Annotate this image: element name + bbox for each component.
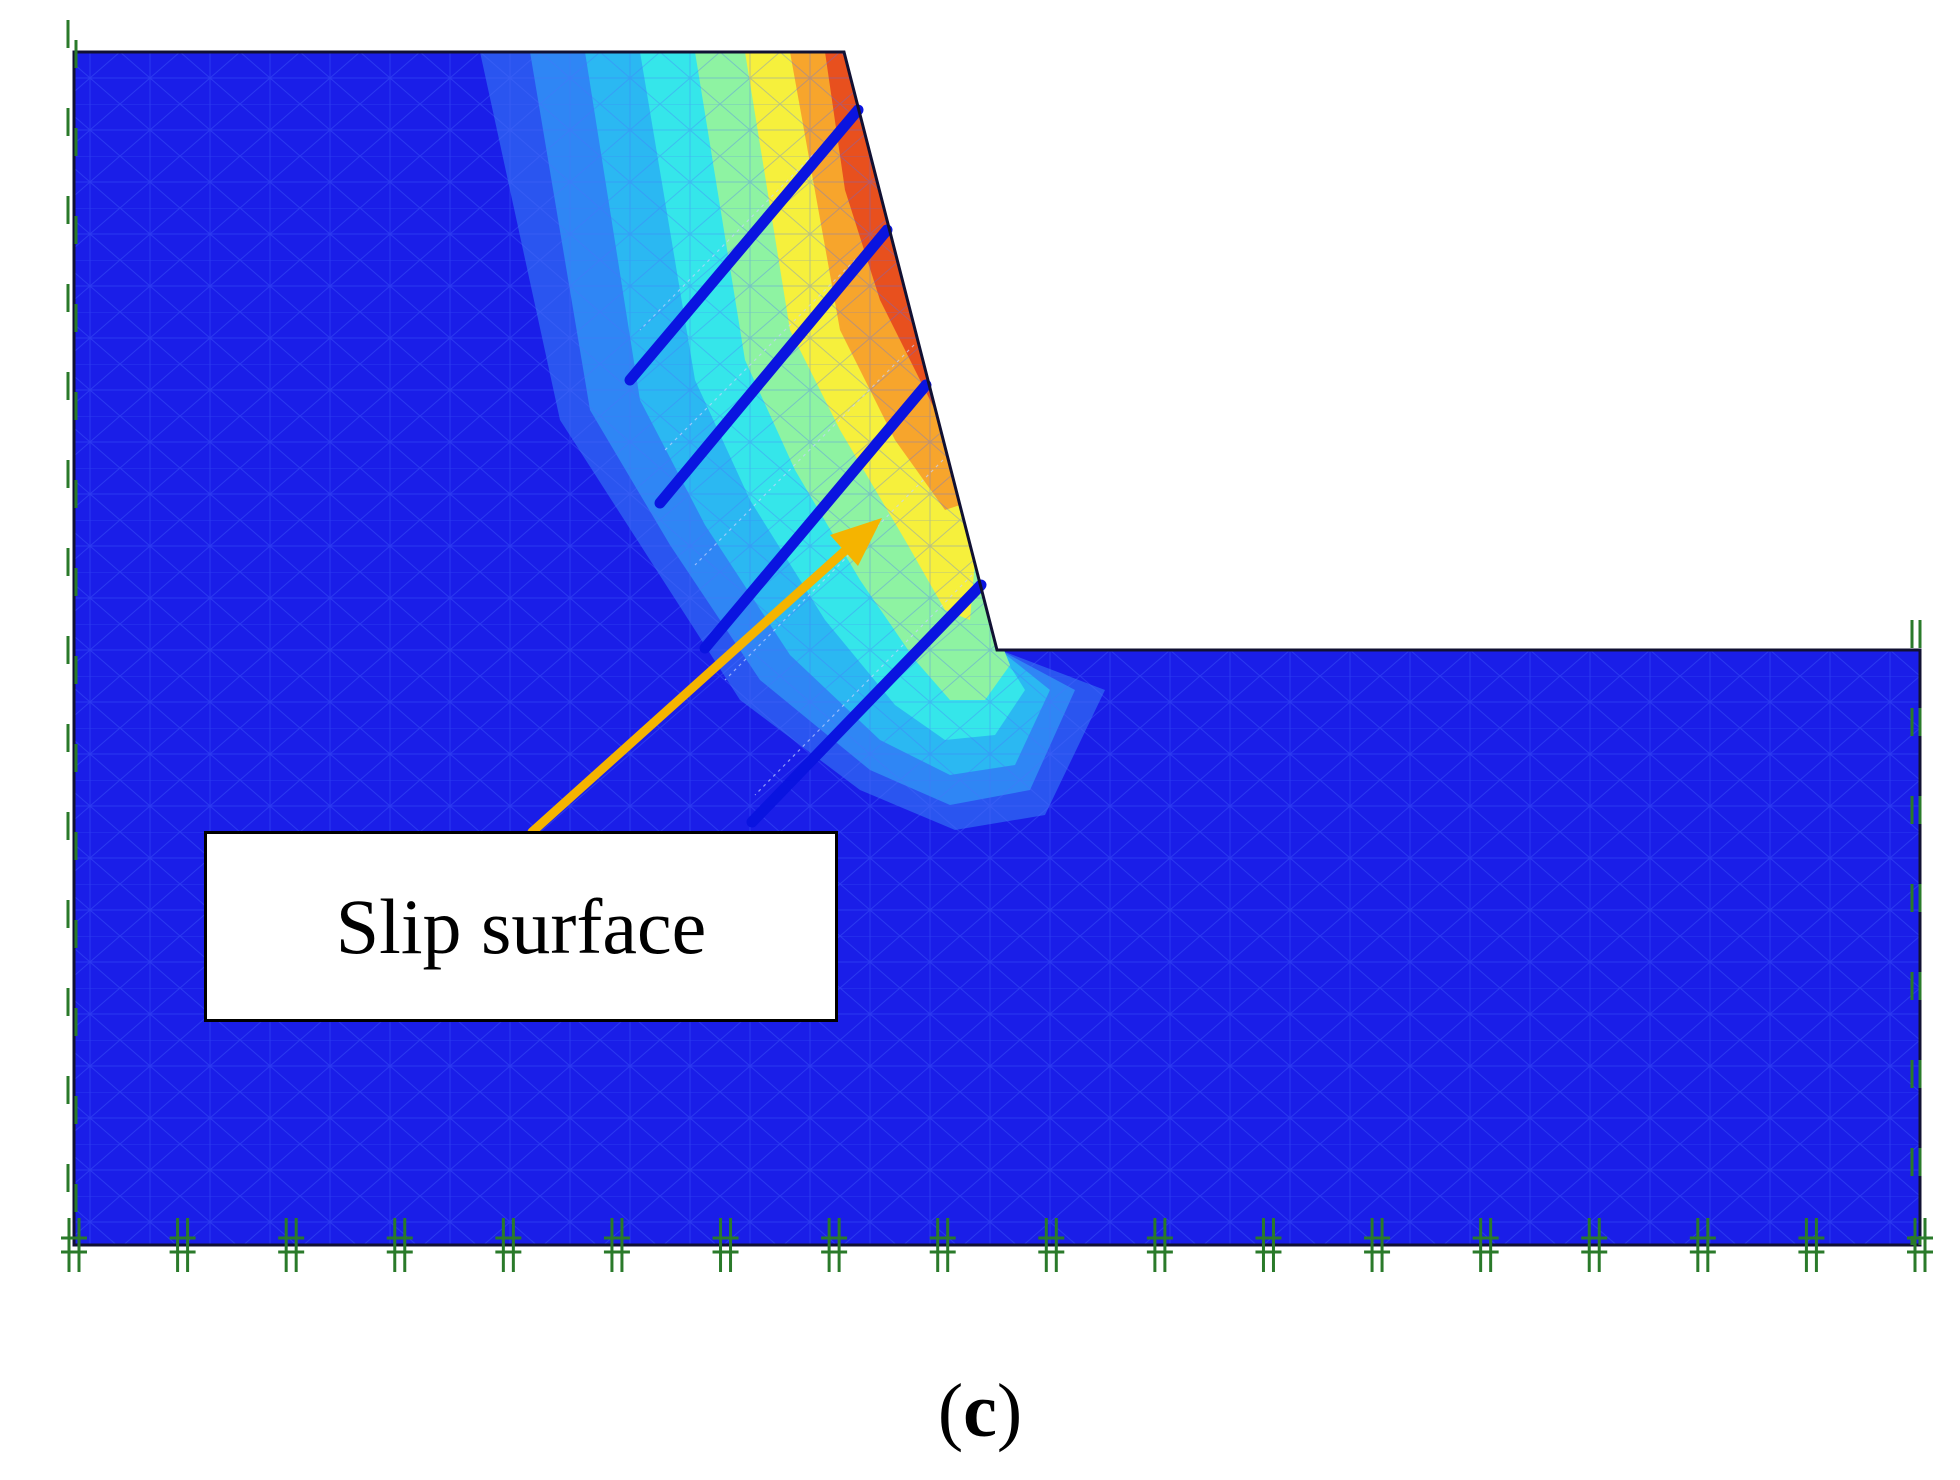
fixity-marker: [929, 1218, 956, 1272]
fixity-marker: [386, 1218, 413, 1272]
bottom-fixity-markers: [61, 1218, 1933, 1272]
slip-surface-arrow: [527, 518, 882, 837]
slip-surface-label: Slip surface: [335, 882, 707, 970]
fixity-marker: [169, 1218, 196, 1272]
fixity-marker: [1798, 1218, 1825, 1272]
fixity-marker: [1364, 1218, 1391, 1272]
soil-nail-2: [654, 224, 893, 509]
fixity-marker: [1581, 1218, 1608, 1272]
fixity-marker: [1038, 1218, 1065, 1272]
figure-caption: (c): [0, 1368, 1960, 1455]
fixity-marker: [1146, 1218, 1173, 1272]
fixity-marker: [1472, 1218, 1499, 1272]
fixity-marker: [495, 1218, 522, 1272]
caption-close: ): [996, 1369, 1023, 1453]
fixity-marker: [61, 1218, 87, 1272]
fixity-marker: [1255, 1218, 1282, 1272]
fixity-marker: [1689, 1218, 1716, 1272]
fixity-marker: [1907, 1218, 1933, 1272]
fixity-marker: [821, 1218, 848, 1272]
caption-open: (: [937, 1369, 964, 1453]
model-outline: [72, 50, 1922, 1247]
soil-nail-4: [746, 579, 987, 828]
fixity-marker: [278, 1218, 305, 1272]
side-boundary-markers: [66, 20, 1922, 1245]
fixity-marker: [603, 1218, 630, 1272]
soil-nails: [624, 104, 987, 828]
soil-nail-3: [699, 379, 932, 654]
fixity-marker: [712, 1218, 739, 1272]
caption-letter: c: [963, 1369, 997, 1453]
slip-surface-callout: Slip surface: [204, 831, 838, 1022]
soil-nail-1: [624, 104, 864, 386]
